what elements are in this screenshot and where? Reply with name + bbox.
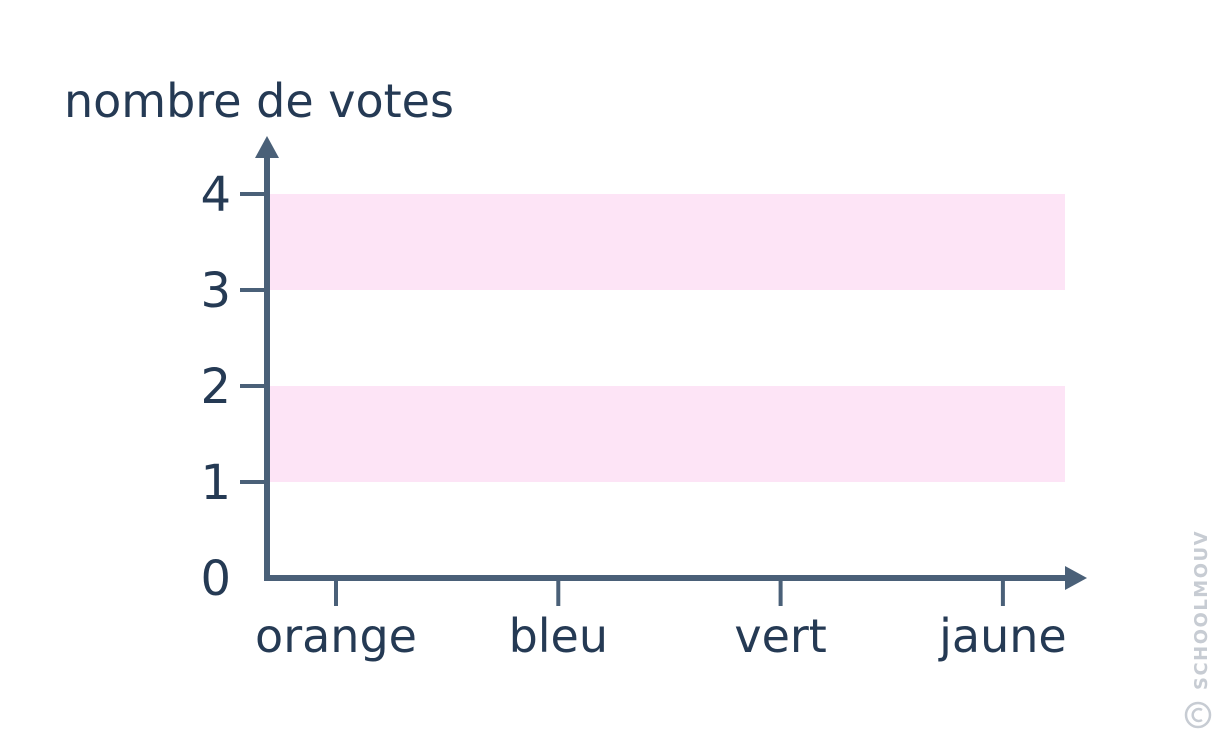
watermark: SCHOOLMOUV xyxy=(1191,530,1212,690)
y-axis-ticks: 0 1 2 3 4 xyxy=(200,167,267,607)
x-axis-ticks: orange bleu vert jaune xyxy=(255,578,1067,663)
y-axis-title: nombre de votes xyxy=(64,74,454,128)
y-axis-arrow xyxy=(255,136,279,158)
background-bands xyxy=(270,194,1065,482)
y-tick-label: 4 xyxy=(200,167,231,223)
background-band xyxy=(270,194,1065,290)
y-tick-label: 3 xyxy=(200,263,231,319)
copyright-icon xyxy=(1184,701,1212,729)
x-axis-arrow xyxy=(1065,566,1087,590)
y-tick-label: 2 xyxy=(200,359,231,415)
x-tick-label: vert xyxy=(734,609,826,663)
background-band xyxy=(270,386,1065,482)
y-tick-label: 0 xyxy=(200,551,231,607)
x-tick-label: bleu xyxy=(509,609,608,663)
y-tick-label: 1 xyxy=(200,455,231,511)
watermark-text: SCHOOLMOUV xyxy=(1191,530,1212,690)
x-tick-label: orange xyxy=(255,609,417,663)
x-tick-label: jaune xyxy=(938,609,1067,663)
